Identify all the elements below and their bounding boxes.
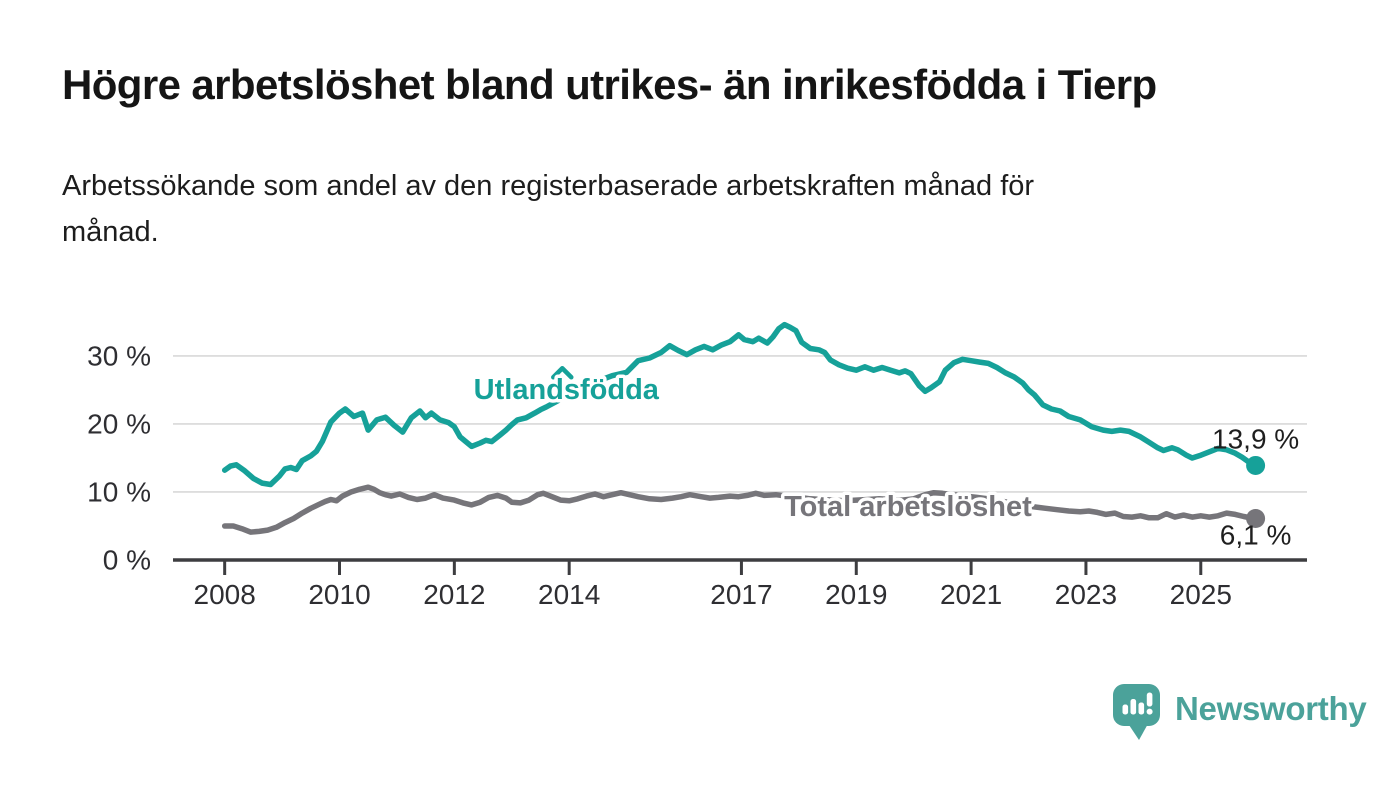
subtitle-line-1: Arbetssökande som andel av den registerb… — [62, 170, 1035, 202]
end-dot-utlandsfodda — [1246, 455, 1266, 475]
y-tick-label-30: 30 % — [87, 340, 151, 371]
newsworthy-brand: Newsworthy — [1112, 682, 1367, 744]
end-value-label-total-arbetsloshet: 6,1 % — [1220, 520, 1292, 551]
y-tick-label-10: 10 % — [87, 476, 151, 507]
x-tick-label-2017: 2017 — [710, 579, 772, 610]
x-tick-label-2014: 2014 — [538, 579, 600, 610]
exclamation-glyph — [1146, 692, 1153, 715]
subtitle-line-2: månad. — [62, 216, 159, 249]
y-tick-label-0: 0 % — [103, 545, 151, 576]
end-value-label-utlandsfodda: 13,9 % — [1212, 423, 1299, 454]
x-tick-label-2023: 2023 — [1055, 579, 1117, 610]
chart-subtitle: Arbetssökande som andel av den registerb… — [62, 163, 1342, 256]
page-title: Högre arbetslöshet bland utrikes- än inr… — [62, 61, 1157, 108]
series-line-total-arbetsloshet — [221, 484, 1257, 535]
series-label-total-arbetsloshet: Total arbetslöshet — [784, 491, 1032, 523]
x-tick-label-2010: 2010 — [308, 579, 370, 610]
x-tick-label-2021: 2021 — [940, 579, 1002, 610]
y-tick-label-20: 20 % — [87, 408, 151, 439]
x-tick-label-2025: 2025 — [1170, 579, 1232, 610]
bar-chart-glyph — [1122, 699, 1145, 715]
series-label-utlandsfodda: Utlandsfödda — [474, 374, 660, 406]
caret-pointer-icon-utlandsfodda — [551, 366, 574, 380]
x-tick-label-2008: 2008 — [194, 579, 256, 610]
end-dot-total-arbetsloshet — [1246, 509, 1266, 529]
newsworthy-logo-icon — [1113, 684, 1160, 740]
x-tick-label-2019: 2019 — [825, 579, 887, 610]
brand-name: Newsworthy — [1175, 690, 1367, 727]
series-line-utlandsfodda — [221, 321, 1257, 488]
x-tick-label-2012: 2012 — [423, 579, 485, 610]
speech-bubble-shape — [1113, 684, 1160, 740]
